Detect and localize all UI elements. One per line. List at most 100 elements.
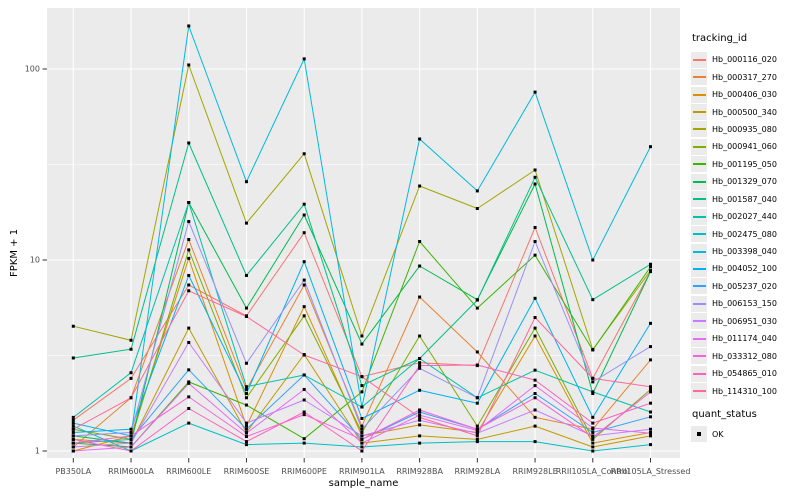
data-point: [302, 373, 306, 377]
data-point: [418, 418, 422, 422]
data-point: [302, 353, 306, 357]
x-tick-label: RRIM928LA: [454, 467, 500, 476]
data-point: [475, 306, 479, 310]
data-point: [302, 213, 306, 217]
legend-entry-Hb_000935_080: Hb_000935_080: [691, 121, 799, 138]
data-point: [187, 368, 191, 372]
data-point: [71, 421, 75, 425]
data-point: [71, 445, 75, 449]
data-point: [649, 345, 652, 349]
data-point: [71, 430, 75, 434]
data-point: [475, 350, 479, 354]
data-point: [418, 239, 422, 243]
data-point: [244, 273, 248, 277]
legend-key: [691, 156, 707, 173]
data-point: [244, 180, 248, 184]
legend-key: [691, 243, 707, 260]
x-tick-label: RRIM600SE: [224, 467, 270, 476]
legend-entry-label: Hb_000406_030: [712, 90, 777, 100]
legend-entry-label: Hb_006153_150: [712, 299, 777, 309]
data-point: [649, 427, 652, 431]
data-point: [244, 221, 248, 225]
y-tick-label: 100: [25, 65, 40, 74]
data-point: [649, 415, 652, 419]
y-axis-title: FPKM + 1: [9, 229, 20, 277]
data-point: [187, 141, 191, 145]
legend-key-line: [692, 285, 706, 288]
data-point: [302, 387, 306, 391]
legend-entry-label: Hb_000500_340: [712, 107, 777, 117]
data-point: [591, 426, 595, 430]
legend-key: [691, 330, 707, 347]
data-point: [649, 401, 652, 405]
data-point: [244, 440, 248, 444]
legend-key-line: [692, 76, 706, 79]
data-point: [360, 342, 364, 346]
legend-key-line: [692, 163, 706, 166]
data-point: [129, 376, 133, 380]
legend-entry-label: Hb_002027_440: [712, 212, 777, 222]
data-point: [129, 427, 133, 431]
data-point: [244, 435, 248, 439]
data-point: [187, 283, 191, 287]
x-tick-label: RRIM600PE: [281, 467, 327, 476]
legend-key-line: [692, 320, 706, 323]
legend-entry-Hb_001329_070: Hb_001329_070: [691, 173, 799, 190]
data-point: [187, 201, 191, 205]
x-tick-label: PB350LA: [55, 467, 91, 476]
data-point: [244, 443, 248, 447]
data-point: [71, 356, 75, 360]
data-point: [302, 398, 306, 402]
data-point: [533, 392, 537, 396]
data-point: [360, 427, 364, 431]
data-point: [591, 258, 595, 262]
legend-key-line: [692, 111, 706, 114]
data-point: [187, 421, 191, 425]
quant-legend-entry: OK: [691, 426, 799, 443]
data-point: [475, 427, 479, 431]
data-point: [591, 380, 595, 384]
legend-entry-Hb_001195_050: Hb_001195_050: [691, 156, 799, 173]
data-point: [533, 175, 537, 179]
data-point: [244, 431, 248, 435]
data-point: [533, 334, 537, 338]
legend-key-line: [692, 267, 706, 270]
data-point: [591, 435, 595, 439]
data-point: [418, 295, 422, 299]
data-point: [418, 366, 422, 370]
legend-entry-Hb_001587_040: Hb_001587_040: [691, 191, 799, 208]
data-point: [187, 395, 191, 399]
legend-entry-label: Hb_000116_020: [712, 55, 777, 65]
data-point: [71, 437, 75, 441]
data-point: [591, 298, 595, 302]
data-point: [591, 390, 595, 394]
legend-entry-label: Hb_033312_080: [712, 351, 777, 361]
legend-entry-label: Hb_000317_270: [712, 72, 777, 82]
data-point: [533, 315, 537, 319]
data-point: [649, 321, 652, 325]
legend-title: tracking_id: [692, 33, 748, 44]
legend-key: [691, 173, 707, 190]
legend-key: [691, 313, 707, 330]
data-point: [71, 324, 75, 328]
data-point: [244, 403, 248, 407]
legend-key-line: [692, 58, 706, 61]
data-point: [475, 396, 479, 400]
legend-key-line: [692, 337, 706, 340]
legend-key: [691, 69, 707, 86]
data-point: [187, 273, 191, 277]
data-point: [129, 396, 133, 400]
data-point: [533, 415, 537, 419]
data-point: [360, 445, 364, 449]
data-point: [360, 416, 364, 420]
legend-entry-label: Hb_002475_080: [712, 229, 777, 239]
data-point: [418, 334, 422, 338]
legend-key-line: [692, 215, 706, 218]
data-point: [244, 315, 248, 319]
legend-entry-label: Hb_003398_040: [712, 247, 777, 257]
legend-key: [691, 278, 707, 295]
data-point: [244, 361, 248, 365]
data-point: [187, 406, 191, 410]
x-axis-title-text: sample_name: [328, 478, 399, 489]
data-point: [71, 427, 75, 431]
